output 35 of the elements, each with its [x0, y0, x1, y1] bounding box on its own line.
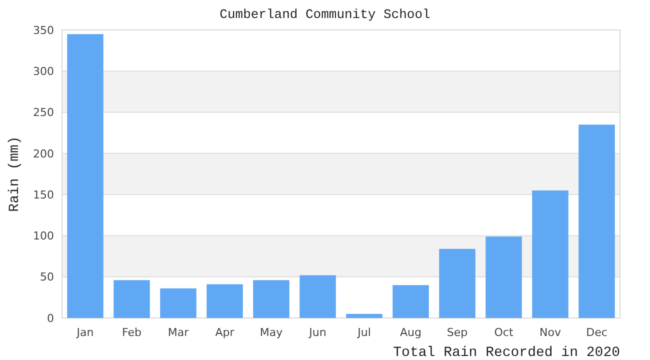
x-tick-label: Jun [308, 326, 326, 339]
bar [439, 248, 476, 318]
x-tick-label: Jan [76, 326, 94, 339]
y-tick-label: 200 [33, 147, 54, 160]
bar [253, 280, 290, 318]
y-tick-label: 0 [47, 312, 54, 325]
y-tick-label: 350 [33, 24, 54, 37]
bar [67, 34, 104, 318]
y-tick-label: 150 [33, 188, 54, 202]
bar [300, 275, 336, 318]
y-axis-title: Rain (mm) [7, 136, 23, 212]
bar [206, 284, 243, 318]
x-tick-label: Nov [540, 326, 562, 339]
x-axis-title: Total Rain Recorded in 2020 [393, 345, 620, 360]
x-tick-label: Aug [400, 326, 422, 339]
bar [532, 190, 568, 318]
x-tick-label: Dec [586, 326, 608, 339]
y-tick-label: 50 [40, 270, 54, 284]
x-tick-label: Oct [494, 326, 514, 339]
x-tick-label: Mar [168, 326, 190, 339]
bar [392, 285, 429, 318]
y-tick-label: 250 [33, 106, 54, 120]
bar [486, 236, 522, 318]
x-tick-label: May [260, 326, 284, 339]
x-tick-label: Apr [215, 326, 235, 339]
y-tick-label: 300 [33, 64, 54, 78]
bar [160, 288, 196, 318]
x-tick-label: Feb [122, 326, 142, 339]
y-tick-label: 100 [33, 230, 54, 243]
bar [114, 280, 150, 318]
bar [346, 314, 382, 318]
x-tick-label: Sep [446, 326, 468, 339]
bar [578, 124, 615, 318]
chart-title: Cumberland Community School [220, 7, 431, 22]
x-tick-label: Jul [356, 326, 371, 339]
